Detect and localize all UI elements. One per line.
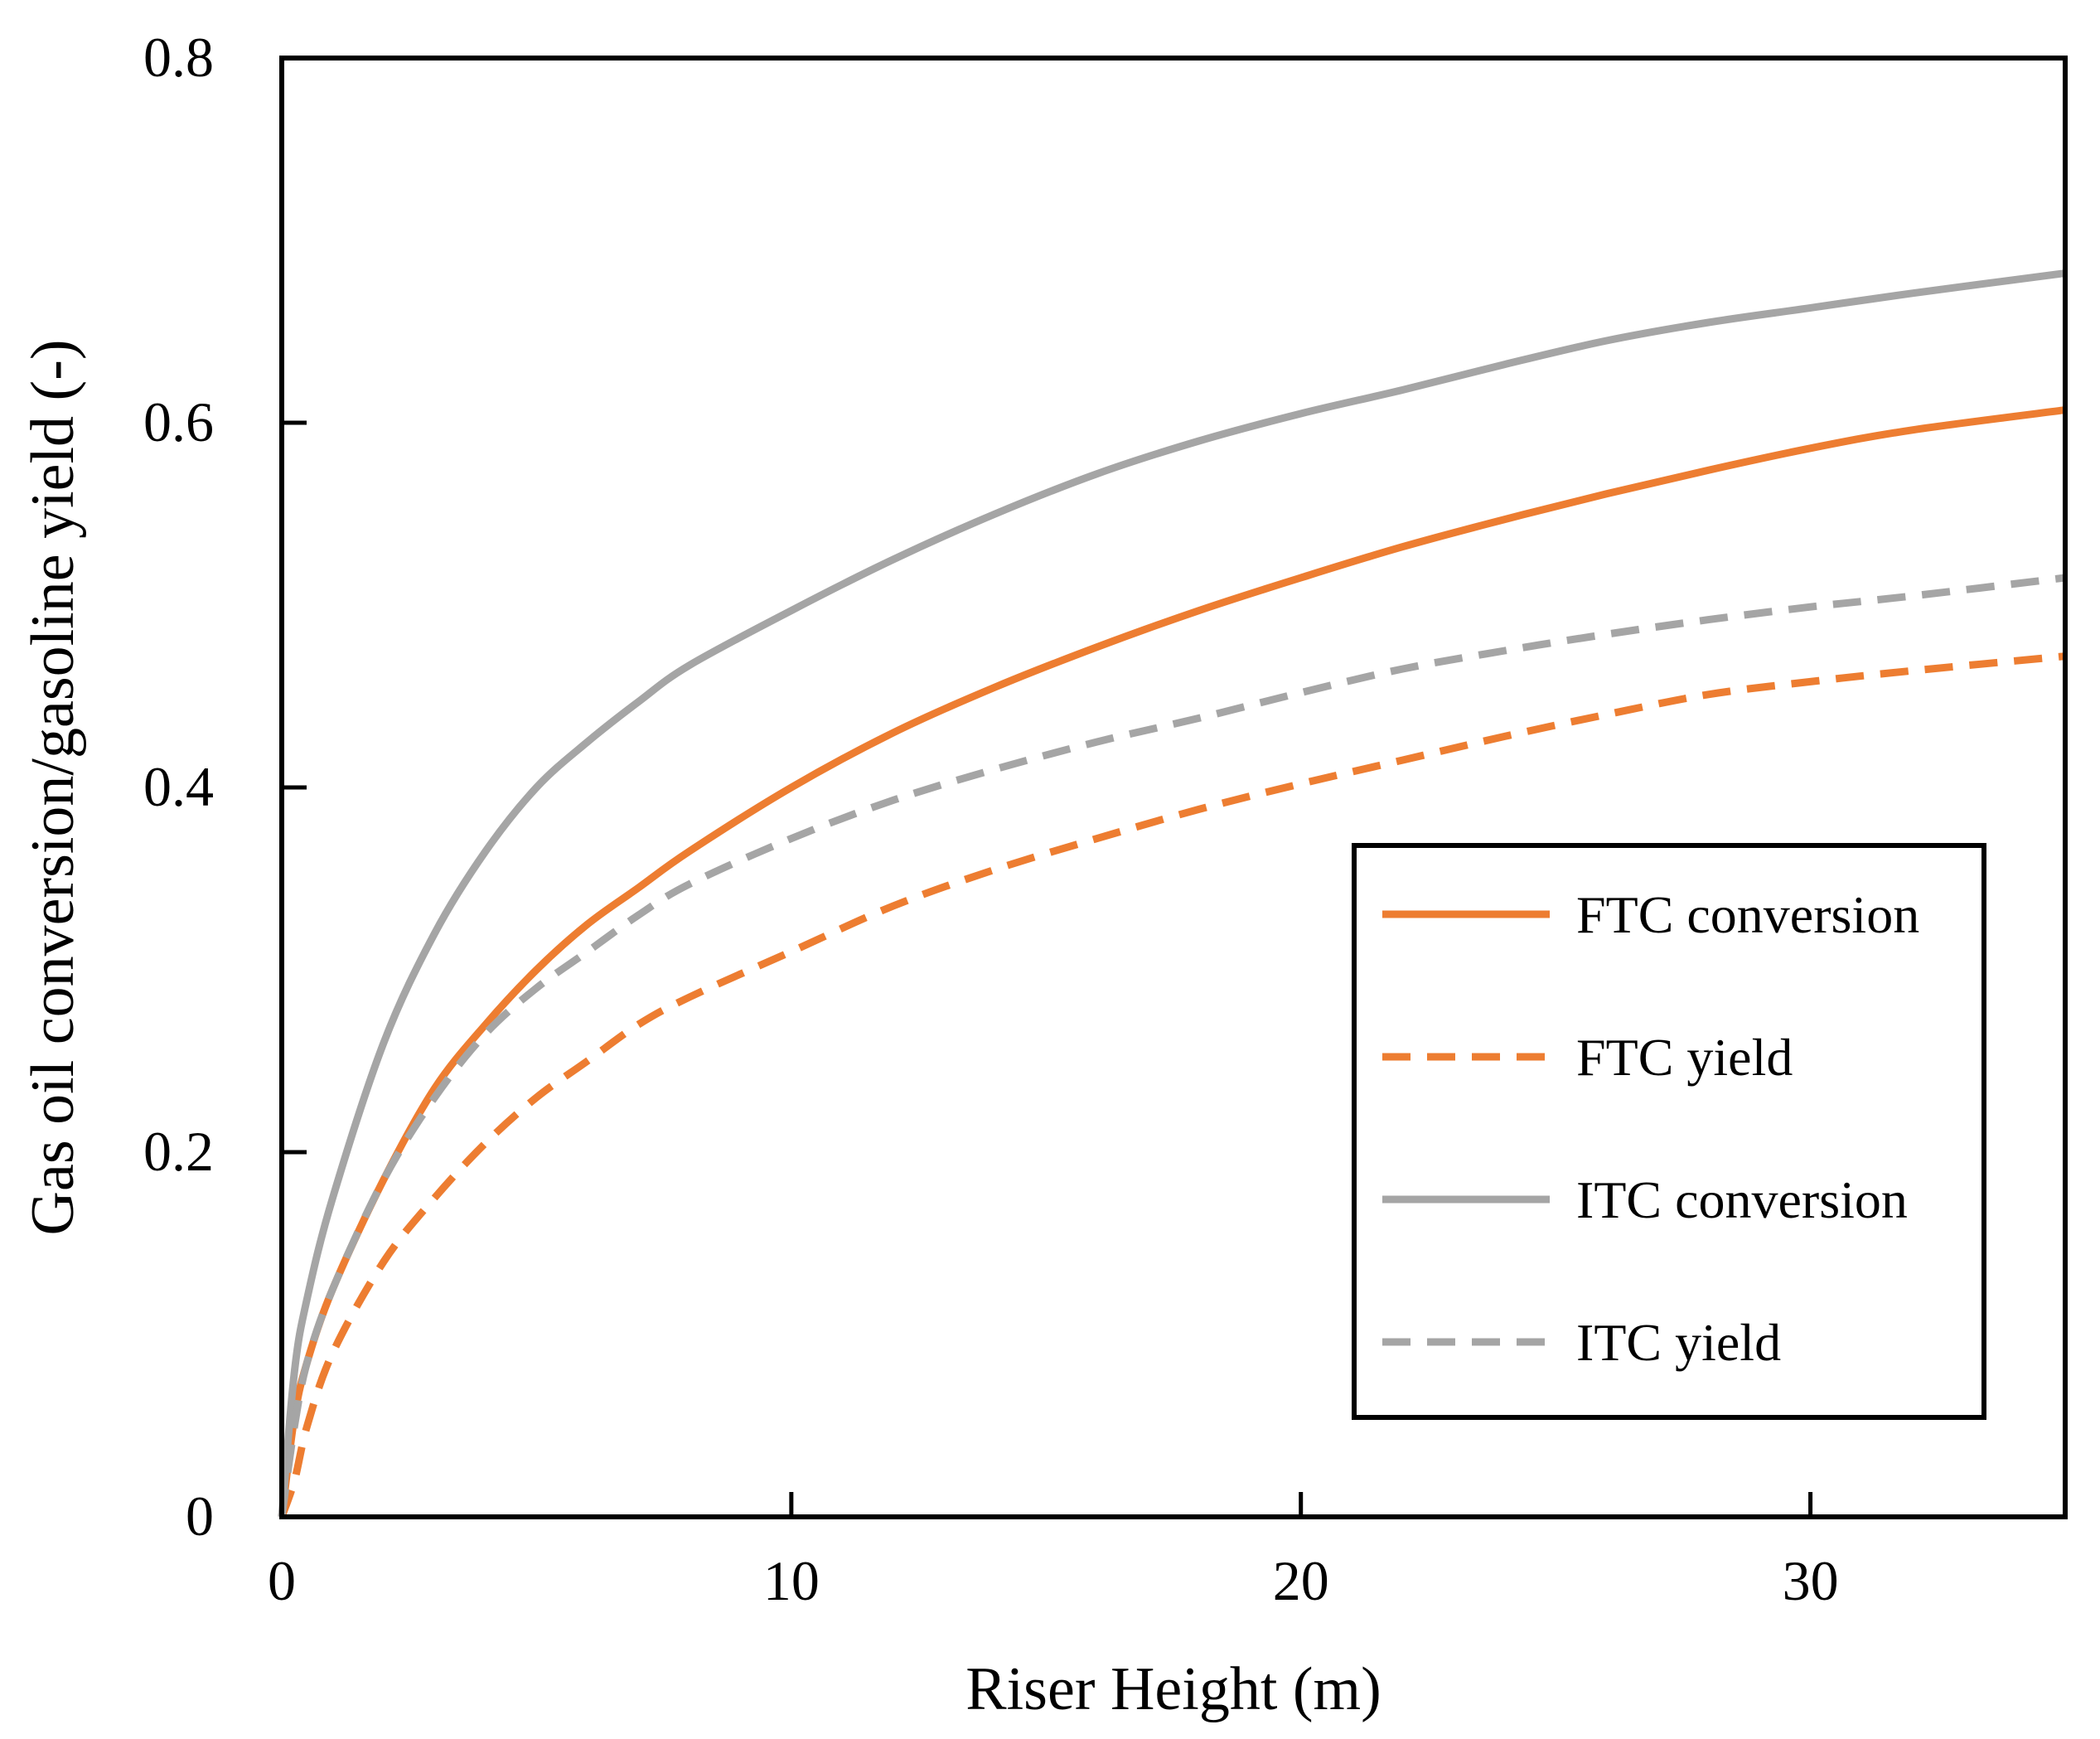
x-tick-label: 20 [1273, 1549, 1329, 1612]
series-line-ftc-conversion [278, 406, 2066, 1518]
ticks-layer: 0 10 20 30 0 0.2 0.4 0.6 0.8 [143, 26, 1839, 1612]
y-axis-title: Gas oil conversion/gasoline yield (-) [19, 340, 87, 1236]
x-tick-label: 30 [1783, 1549, 1839, 1612]
legend-box [1352, 843, 1986, 1420]
legend: FTC conversion FTC yield ITC conversion ITC… [1352, 843, 1986, 1420]
y-tick-label: 0 [186, 1485, 214, 1548]
series-layer [278, 269, 2066, 1519]
y-tick-label: 0.2 [143, 1120, 214, 1183]
y-tick-label: 0.8 [143, 26, 214, 89]
legend-items: FTC conversion FTC yield ITC conversion ITC… [1382, 885, 1919, 1372]
series-line-itc-conversion [278, 269, 2066, 1518]
y-tick-label: 0.4 [143, 755, 214, 818]
legend-label-itc-conversion: ITC conversion [1576, 1170, 1908, 1229]
legend-label-ftc-yield: FTC yield [1576, 1028, 1793, 1087]
x-axis-title: Riser Height (m) [965, 1655, 1381, 1723]
legend-label-itc-yield: ITC yield [1576, 1313, 1781, 1372]
series-line-ftc-yield [278, 652, 2066, 1519]
y-tick-label: 0.6 [143, 390, 214, 453]
legend-label-ftc-conversion: FTC conversion [1576, 885, 1919, 944]
series-line-itc-yield [278, 574, 2066, 1518]
x-tick-label: 10 [763, 1549, 820, 1612]
x-tick-label: 0 [268, 1549, 296, 1612]
